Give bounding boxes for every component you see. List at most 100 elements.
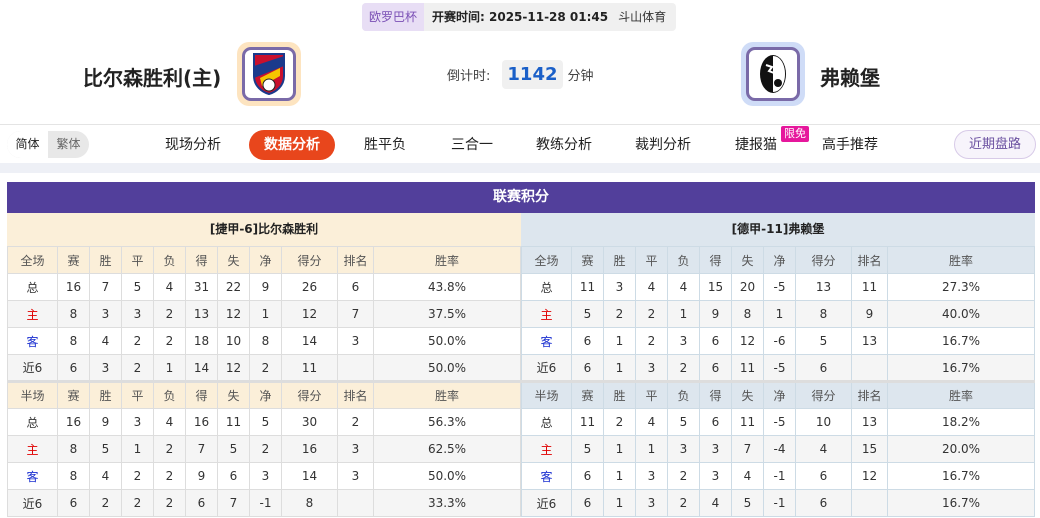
- table-cell: 6: [337, 273, 374, 301]
- table-row: 总 11 3 4 4 15 20 -5 13 11 27.3%: [521, 273, 1035, 301]
- column-header: 得: [699, 246, 732, 274]
- table-cell: 1: [249, 300, 282, 328]
- table-cell: 3: [249, 462, 282, 490]
- tab-expert-picks[interactable]: 高手推荐: [822, 137, 878, 153]
- table-cell: 13: [851, 327, 888, 355]
- column-header: 平: [635, 246, 668, 274]
- table-cell: 12: [217, 300, 250, 328]
- table-cell: 16.7%: [887, 489, 1035, 517]
- kickoff-time: 开赛时间: 2025-11-28 01:45: [432, 10, 609, 24]
- table-row: 总 16 9 3 4 16 11 5 30 2 56.3%: [7, 408, 521, 436]
- tab-data-analysis[interactable]: 数据分析: [249, 130, 335, 160]
- table-cell: 3: [699, 435, 732, 463]
- table-cell: 2: [153, 327, 186, 355]
- table-cell: 12: [851, 462, 888, 490]
- header-row: 全场赛胜平负得失净得分 排名 胜率: [7, 246, 521, 274]
- column-header: 失: [731, 380, 764, 409]
- table-cell: 7: [337, 300, 374, 328]
- table-cell: 3: [635, 462, 668, 490]
- table-cell: 2: [121, 462, 154, 490]
- table-cell: 1: [153, 354, 186, 382]
- row-label: 总: [7, 273, 58, 301]
- tab-win-draw-lose[interactable]: 胜平负: [364, 137, 406, 153]
- lang-traditional[interactable]: 繁体: [56, 137, 81, 151]
- match-info-bar: 欧罗巴杯 开赛时间: 2025-11-28 01:45 斗山体育: [362, 3, 677, 31]
- table-cell: 9: [249, 273, 282, 301]
- column-header: 得分: [281, 380, 338, 409]
- table-cell: 13: [851, 408, 888, 436]
- section-title: 联赛积分: [7, 182, 1035, 213]
- divider: [0, 163, 1040, 173]
- column-header: 得: [185, 380, 218, 409]
- table-row: 近6 6 1 3 2 6 11 -5 6 16.7%: [521, 354, 1035, 382]
- row-label: 总: [521, 408, 572, 436]
- column-header: 得分: [795, 380, 852, 409]
- table-cell: 6: [571, 489, 604, 517]
- table-cell: 5: [89, 435, 122, 463]
- table-cell: 3: [337, 327, 374, 355]
- table-cell: 4: [699, 489, 732, 517]
- column-header: 排名: [851, 246, 888, 274]
- lang-simplified[interactable]: 简体: [7, 131, 48, 158]
- table-cell: 3: [121, 300, 154, 328]
- column-header: 胜率: [373, 380, 521, 409]
- competition-label[interactable]: 欧罗巴杯: [362, 3, 425, 31]
- table-cell: 62.5%: [373, 435, 521, 463]
- table-cell: 5: [731, 489, 764, 517]
- column-header: 失: [217, 246, 250, 274]
- column-header: 净: [763, 380, 796, 409]
- table-cell: 15: [851, 435, 888, 463]
- table-cell: 8: [281, 489, 338, 517]
- table-cell: 4: [667, 273, 700, 301]
- table-cell: 50.0%: [373, 462, 521, 490]
- table-cell: 7: [731, 435, 764, 463]
- table-cell: 6: [795, 354, 852, 382]
- away-team-name[interactable]: 弗赖堡: [820, 66, 880, 90]
- table-cell: 4: [153, 273, 186, 301]
- away-team-logo[interactable]: [741, 42, 805, 106]
- home-team-logo[interactable]: [237, 42, 301, 106]
- column-header: 负: [153, 380, 186, 409]
- home-team-name[interactable]: 比尔森胜利(主): [83, 66, 222, 90]
- table-cell: 8: [57, 300, 90, 328]
- table-cell: 1: [603, 327, 636, 355]
- table-cell: 12: [281, 300, 338, 328]
- row-label: 总: [521, 273, 572, 301]
- table-cell: 11: [731, 408, 764, 436]
- column-header: 赛: [57, 380, 90, 409]
- column-header: 胜: [603, 246, 636, 274]
- table-cell: 1: [603, 435, 636, 463]
- tab-referee-analysis[interactable]: 裁判分析: [635, 137, 691, 153]
- column-header: 半场: [521, 380, 572, 409]
- row-label: 主: [7, 300, 58, 328]
- standings-table: 全场赛胜平负得失净得分 排名 胜率总 11 3 4 4 15 20 -5 13 11 27.3% 主 5 2 2…: [521, 246, 1035, 517]
- tab-live-analysis[interactable]: 现场分析: [165, 137, 221, 153]
- table-cell: 2: [635, 327, 668, 355]
- table-row: 客 8 4 2 2 9 6 3 14 3 50.0%: [7, 462, 521, 490]
- row-label: 客: [521, 462, 572, 490]
- table-cell: 2: [249, 435, 282, 463]
- tab-three-in-one[interactable]: 三合一: [451, 137, 493, 153]
- table-cell: 27.3%: [887, 273, 1035, 301]
- column-header: 平: [121, 246, 154, 274]
- table-cell: 11: [571, 408, 604, 436]
- table-cell: 1: [603, 462, 636, 490]
- table-cell: 2: [89, 489, 122, 517]
- table-cell: 11: [571, 273, 604, 301]
- table-cell: 16: [185, 408, 218, 436]
- table-cell: 20.0%: [887, 435, 1035, 463]
- table-cell: 8: [249, 327, 282, 355]
- recent-odds-button[interactable]: 近期盘路: [954, 130, 1036, 159]
- table-cell: 4: [89, 327, 122, 355]
- tab-coach-analysis[interactable]: 教练分析: [536, 137, 592, 153]
- table-cell: 2: [635, 300, 668, 328]
- table-row: 主 5 2 2 1 9 8 1 8 9 40.0%: [521, 300, 1035, 328]
- table-cell: 3: [635, 489, 668, 517]
- table-row: 近6 6 3 2 1 14 12 2 11 50.0%: [7, 354, 521, 382]
- table-cell: 9: [185, 462, 218, 490]
- column-header: 全场: [521, 246, 572, 274]
- table-cell: 1: [667, 300, 700, 328]
- tab-jiebaomao[interactable]: 捷报猫: [735, 137, 777, 153]
- column-header: 胜: [89, 380, 122, 409]
- table-row: 主 8 3 3 2 13 12 1 12 7 37.5%: [7, 300, 521, 328]
